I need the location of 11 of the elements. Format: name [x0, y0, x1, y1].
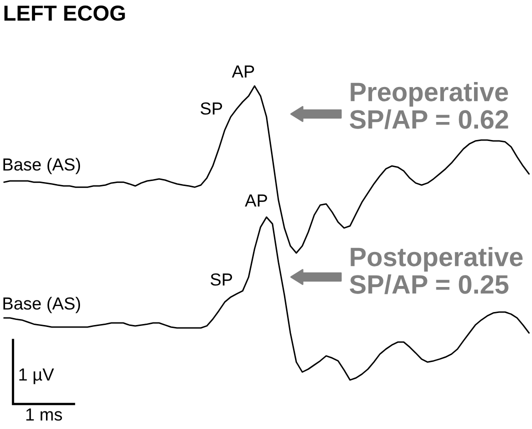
text: 1 ms	[26, 408, 62, 421]
annotation: Postoperative SP/AP = 0.25	[350, 246, 523, 294]
text: AP	[232, 66, 254, 78]
annotation: AP	[244, 194, 268, 206]
annotation: 1 µV	[19, 368, 54, 384]
annotation: SP	[210, 273, 232, 286]
chart-title: LEFT ECOG	[4, 6, 125, 21]
annotation: Base (AS)	[3, 296, 80, 314]
annotation: Preoperative SP/AP = 0.62	[350, 82, 508, 130]
annotation: SP	[200, 102, 222, 115]
annotation: Base (AS)	[3, 158, 80, 174]
